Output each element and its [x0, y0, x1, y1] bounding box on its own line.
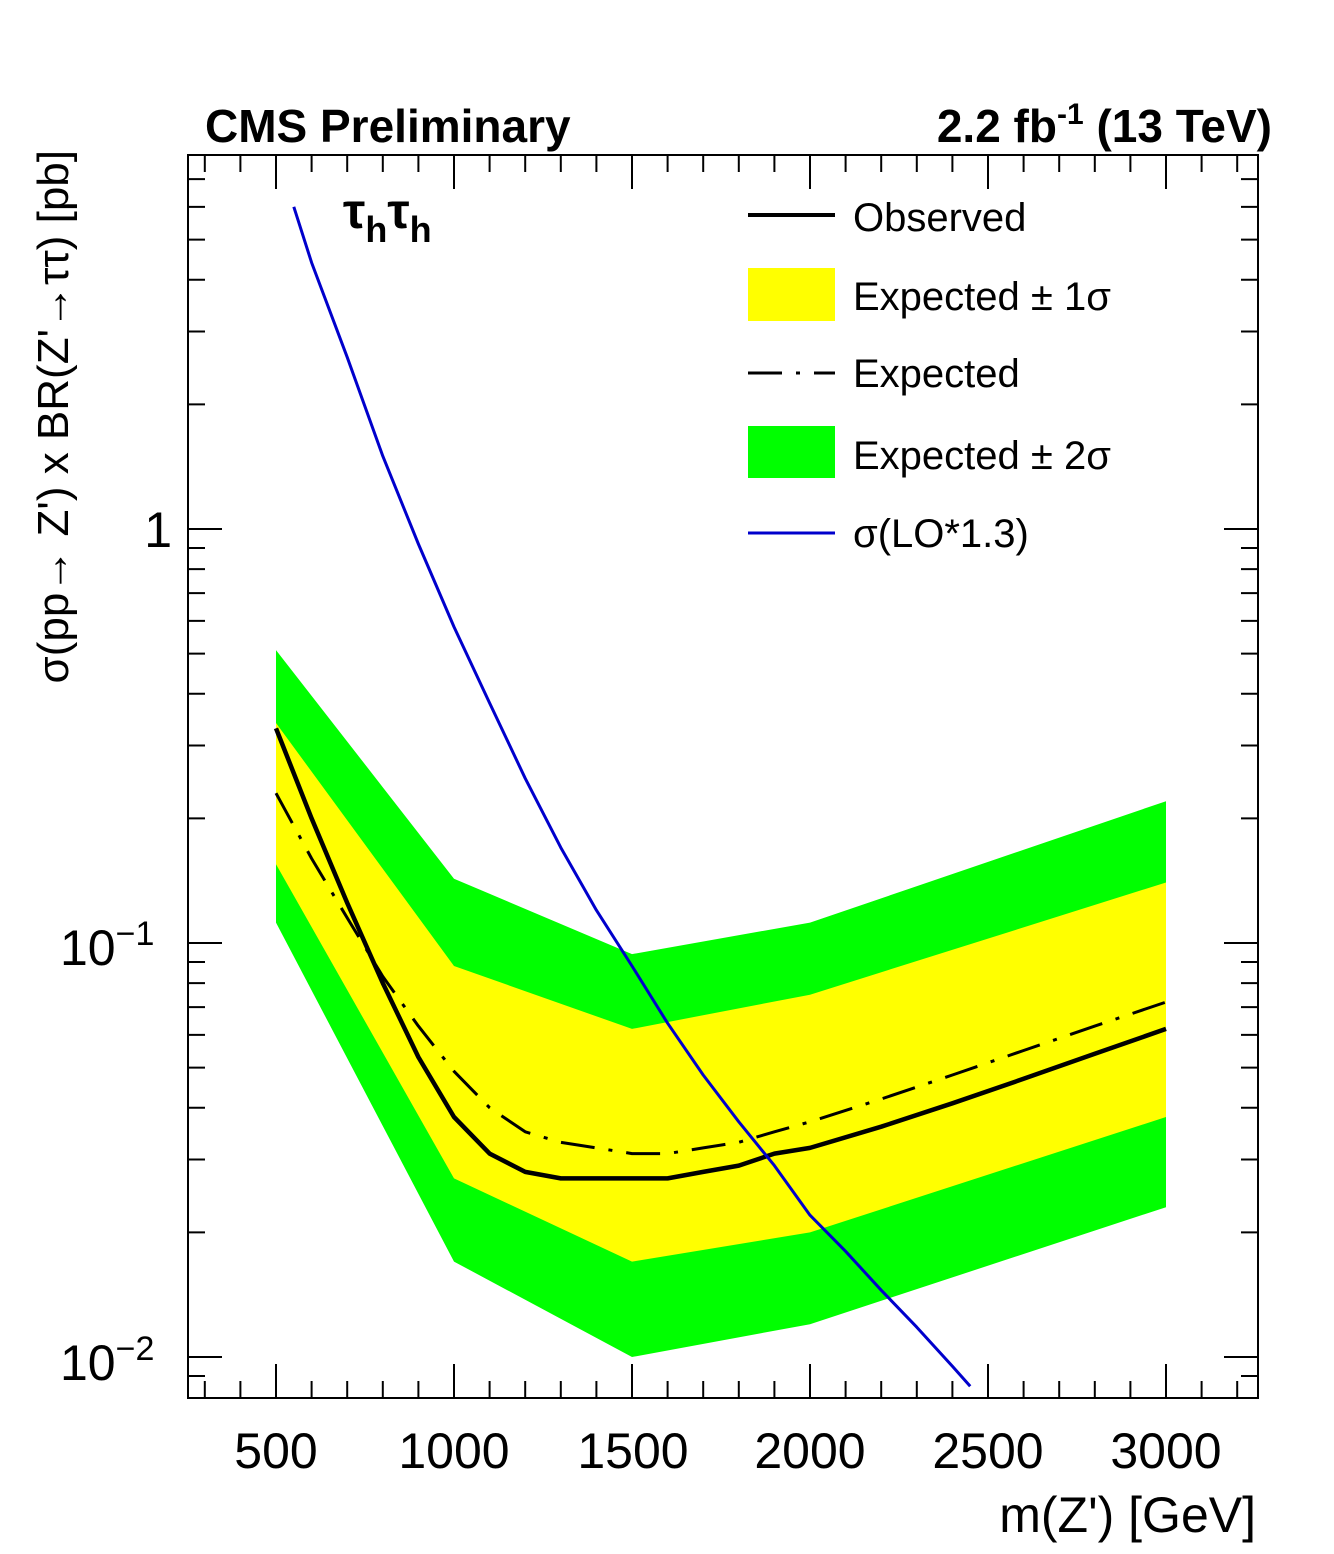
- legend-theory-label: σ(LO*1.3): [853, 512, 1029, 556]
- legend-band2-label: Expected ± 2σ: [853, 434, 1111, 478]
- y-tick-label: 1: [144, 502, 172, 558]
- lumi-exponent: -1: [1057, 98, 1084, 131]
- y-tick-labels: 1 10−1 10−2: [60, 502, 172, 1391]
- expected-line: [274, 792, 1167, 1156]
- y-tick-base: 10: [60, 920, 116, 976]
- legend-band1-swatch: [748, 268, 835, 321]
- lumi-space: [1084, 100, 1097, 152]
- y-axis-title: σ(pp→ Z') x BR(Z'→ττ) [pb]: [29, 150, 78, 683]
- luminosity-label: 2.2 fb-1 (13 TeV): [937, 98, 1272, 152]
- energy-label: (13 TeV): [1096, 100, 1272, 152]
- tau-2: τ: [387, 183, 409, 239]
- channel-label: τhτh: [343, 183, 432, 250]
- y-tick-exp: −1: [116, 915, 155, 953]
- limit-curves: [273, 206, 1167, 1388]
- x-tick-label: 1500: [577, 1423, 688, 1479]
- x-tick-label: 2000: [754, 1423, 865, 1479]
- legend-observed-label: Observed: [853, 196, 1026, 240]
- axis-ticks: [188, 155, 1258, 1398]
- y-tick-base: 10: [60, 1335, 116, 1391]
- tau-1: τ: [343, 183, 365, 239]
- lumi-value: 2.2 fb: [937, 100, 1057, 152]
- x-tick-label: 500: [234, 1423, 317, 1479]
- y-tick-label: 10−2: [60, 1330, 154, 1391]
- band-1sigma: [276, 723, 1166, 1262]
- legend: Observed Expected ± 1σ Expected Expected…: [748, 196, 1111, 556]
- x-tick-labels: 500 1000 1500 2000 2500 3000: [234, 1423, 1221, 1479]
- theory-line: [292, 206, 972, 1388]
- legend-band1-label: Expected ± 1σ: [853, 275, 1111, 319]
- observed-line: [273, 727, 1167, 1181]
- x-tick-label: 3000: [1110, 1423, 1221, 1479]
- cms-preliminary-label: CMS Preliminary: [205, 100, 571, 152]
- x-axis-title: m(Z') [GeV]: [999, 1487, 1256, 1543]
- expected-bands: [276, 650, 1166, 1357]
- sub-1: h: [365, 209, 387, 250]
- y-tick-exp: −2: [116, 1330, 155, 1368]
- plot-frame: [187, 154, 1259, 1399]
- legend-expected-label: Expected: [853, 352, 1020, 396]
- sub-2: h: [410, 209, 432, 250]
- y-tick-label: 10−1: [60, 915, 154, 976]
- legend-band2-swatch: [748, 426, 835, 478]
- x-tick-label: 2500: [932, 1423, 1043, 1479]
- x-tick-label: 1000: [398, 1423, 509, 1479]
